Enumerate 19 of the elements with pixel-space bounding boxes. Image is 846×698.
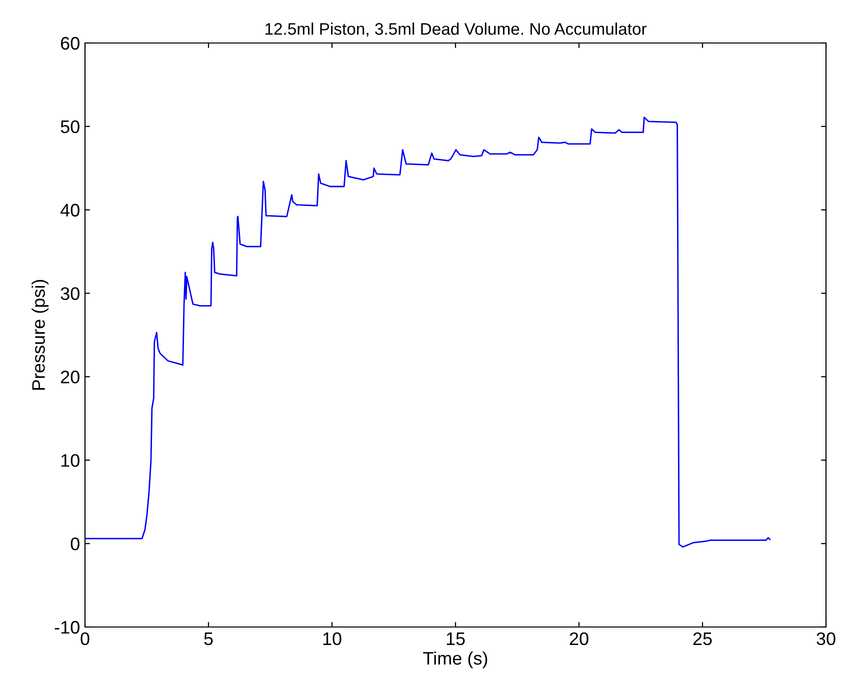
y-tick-label: -10 [54, 620, 80, 634]
x-tick-label: 15 [446, 632, 465, 646]
x-tick-label: 25 [693, 632, 712, 646]
y-tick-label: 60 [60, 36, 80, 50]
y-tick-label: 20 [60, 370, 80, 384]
x-tick-label: 10 [323, 632, 342, 646]
x-tick-label: 20 [570, 632, 588, 646]
x-tick-label: 30 [816, 632, 836, 646]
y-tick-label: 0 [70, 538, 80, 550]
y-tick-label: 50 [60, 120, 80, 134]
y-tick-label: 30 [60, 287, 80, 300]
chart-title: 12.5ml Piston, 3.5ml Dead Volume. No Accumulator [265, 22, 647, 37]
x-tick-label: 0 [80, 632, 90, 646]
line-series [85, 116, 771, 548]
x-tick-label: 5 [204, 632, 213, 646]
y-tick-label: 10 [61, 454, 80, 467]
y-tick-label: 40 [60, 204, 80, 217]
x-axis-title: Time (s) [423, 651, 488, 668]
y-axis-title: Pressure (psi) [32, 280, 48, 390]
